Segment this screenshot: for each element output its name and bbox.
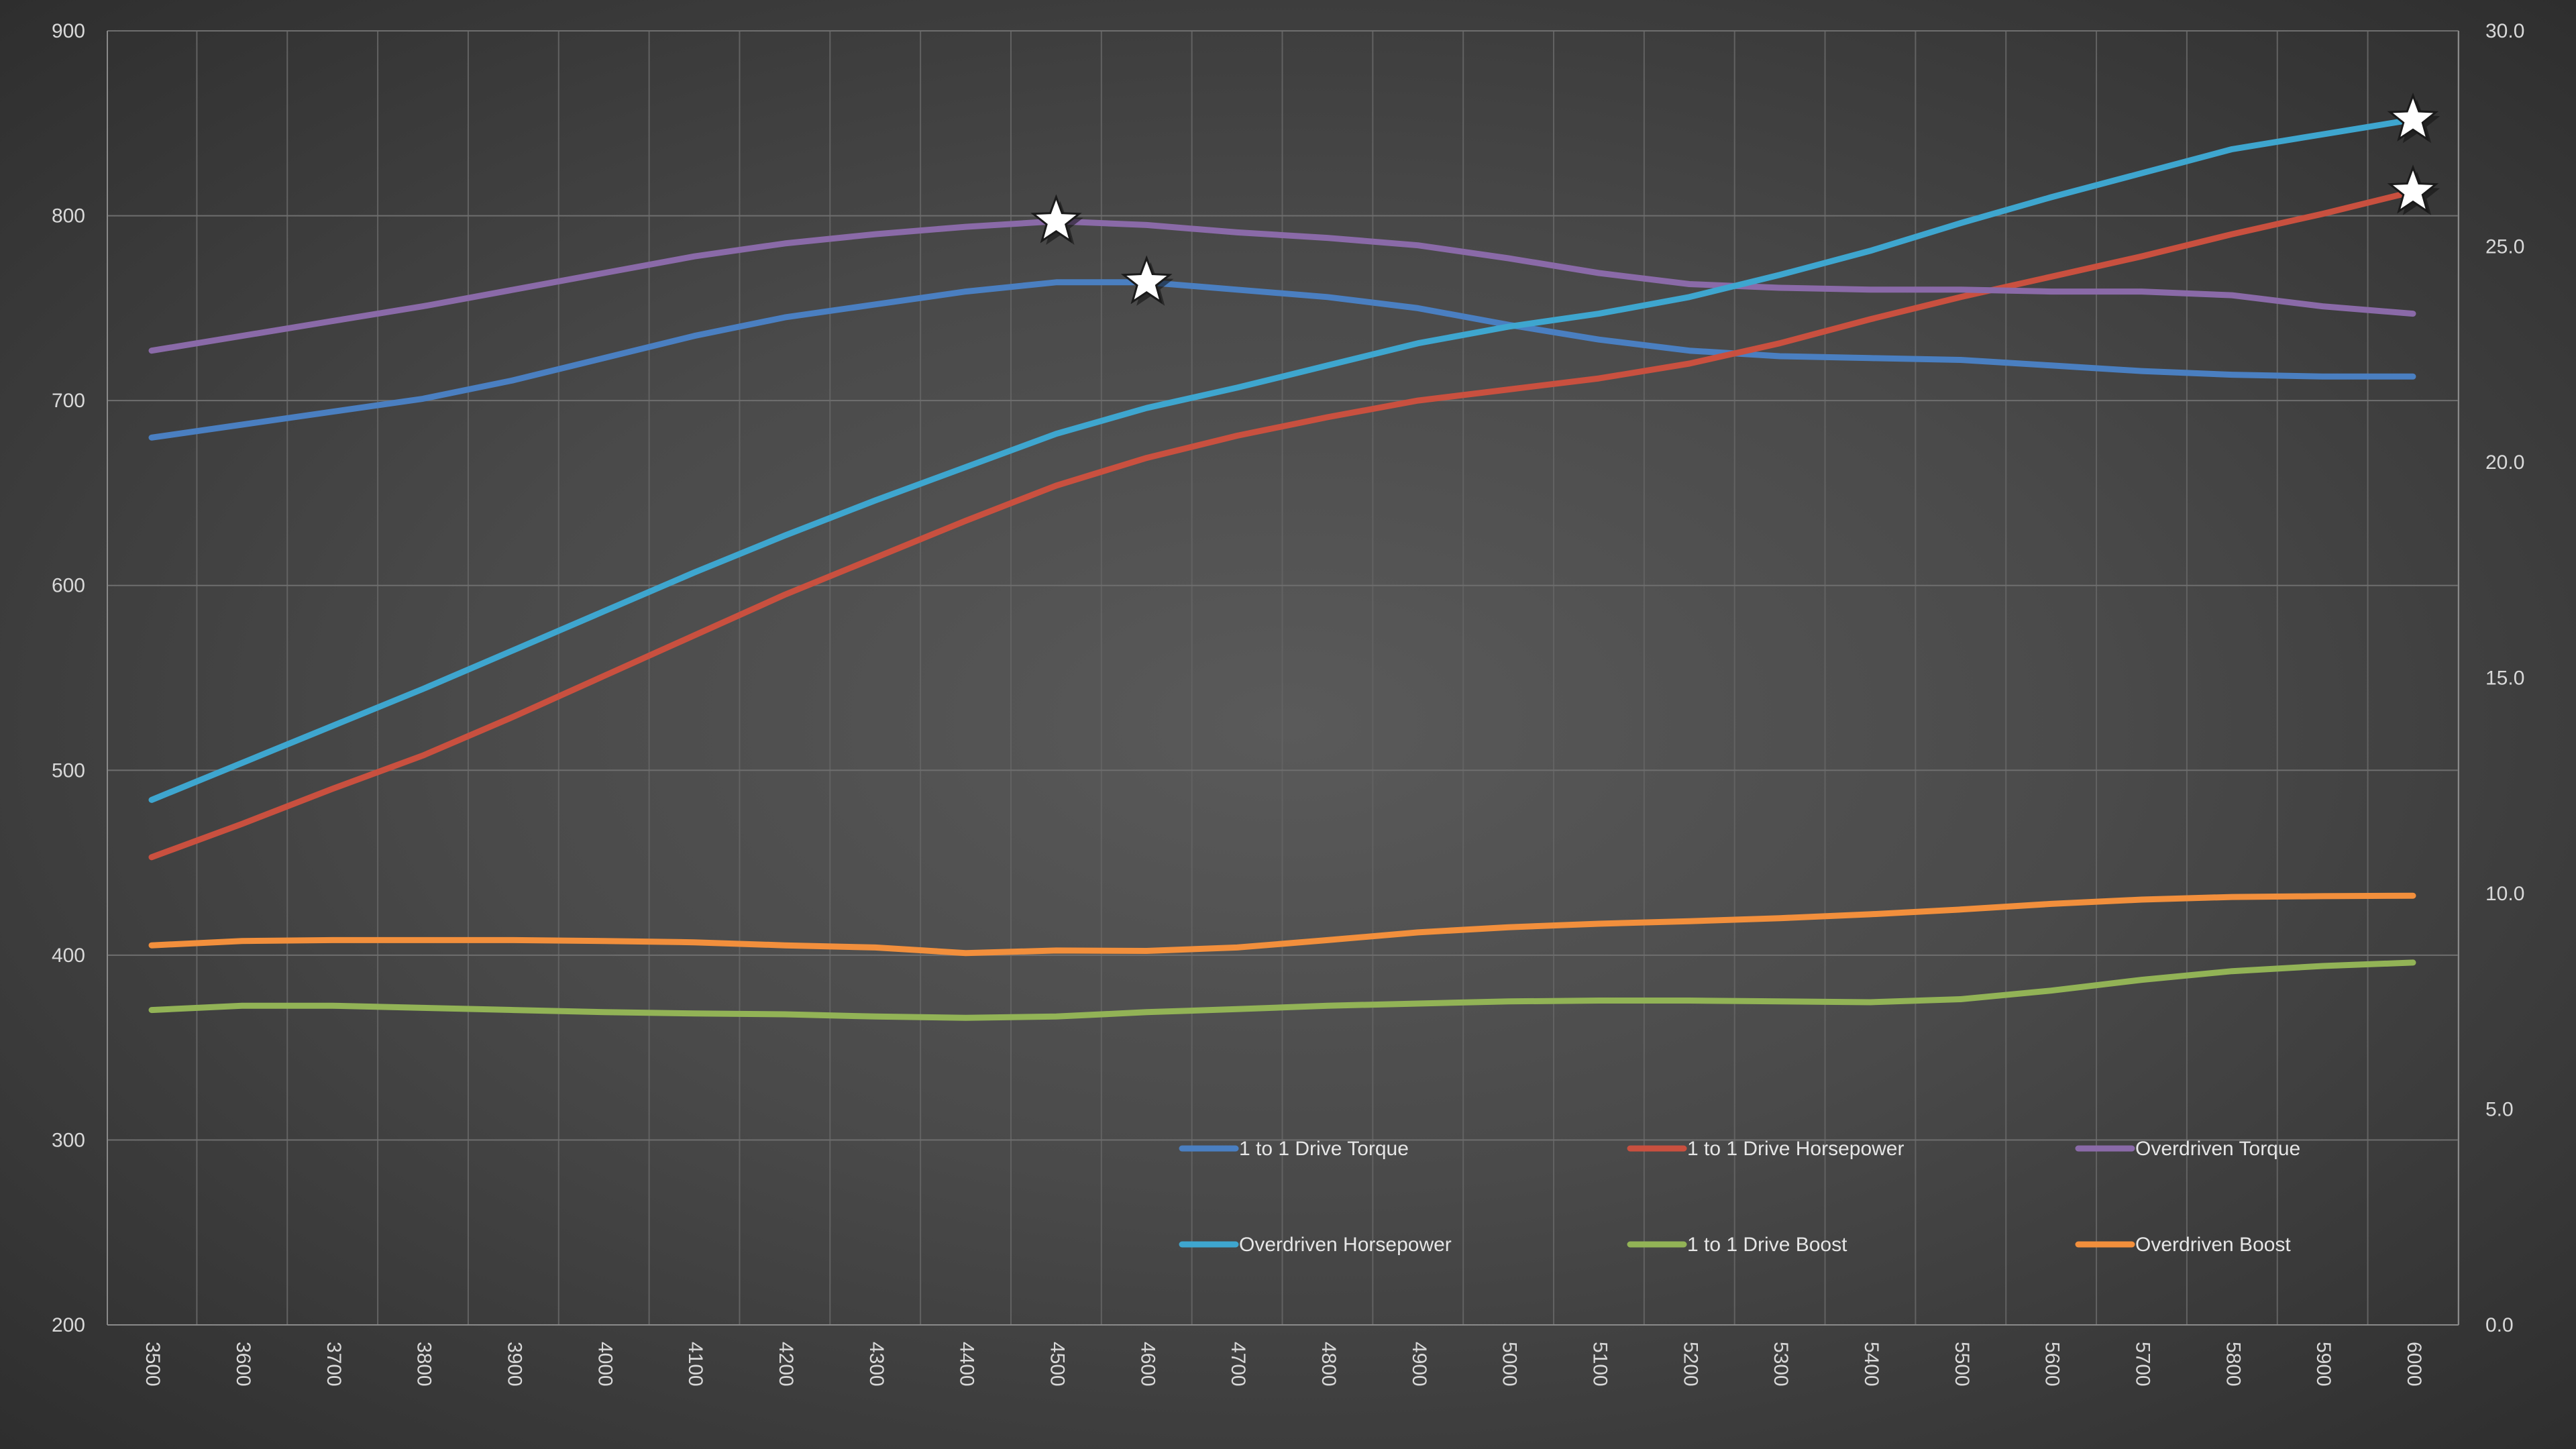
annotation-layer bbox=[1030, 92, 2440, 306]
y-axis-tick-label: 800 bbox=[52, 205, 85, 227]
series-line-1-to-1-drive-horsepower bbox=[148, 189, 2416, 861]
x-axis-tick-label: 6000 bbox=[2403, 1342, 2425, 1387]
x-axis-tick-label: 4800 bbox=[1318, 1342, 1340, 1387]
legend-label: Overdriven Boost bbox=[2135, 1234, 2291, 1256]
y-axis-tick-label: 200 bbox=[52, 1314, 85, 1336]
series-line-overdriven-torque bbox=[148, 218, 2416, 354]
x-axis-tick-label: 3600 bbox=[232, 1342, 254, 1387]
series-line-overdriven-horsepower bbox=[148, 116, 2416, 803]
y-axis-tick-label: 500 bbox=[52, 759, 85, 782]
legend-label: Overdriven Torque bbox=[2135, 1138, 2300, 1160]
x-axis-tick-label: 4100 bbox=[684, 1342, 706, 1387]
legend-label: 1 to 1 Drive Torque bbox=[1239, 1138, 1409, 1160]
series-line-1-to-1-drive-torque bbox=[148, 279, 2416, 441]
x-axis-tick-label: 5700 bbox=[2132, 1342, 2154, 1387]
series-line-overdriven-boost bbox=[148, 892, 2416, 957]
x-axis-tick-label: 4200 bbox=[775, 1342, 797, 1387]
x-axis-tick-label: 4400 bbox=[956, 1342, 978, 1387]
y2-axis-tick-label: 5.0 bbox=[2485, 1099, 2514, 1121]
axes-layer: 200 300 400 500 600 700 800 900 0.0 5.0 10.0 15.0 20… bbox=[52, 20, 2524, 1387]
star-marker-icon bbox=[1120, 255, 1173, 305]
y-axis-tick-label: 600 bbox=[52, 575, 85, 597]
x-axis-tick-label: 5400 bbox=[1860, 1342, 1882, 1387]
x-axis-tick-label: 5000 bbox=[1499, 1342, 1521, 1387]
x-axis-tick-label: 3700 bbox=[323, 1342, 345, 1387]
x-axis-tick-label: 5100 bbox=[1589, 1342, 1611, 1387]
legend-label: 1 to 1 Drive Boost bbox=[1687, 1234, 1847, 1256]
x-axis-tick-label: 3900 bbox=[503, 1342, 525, 1387]
y-axis-tick-label: 900 bbox=[52, 20, 85, 42]
x-axis-tick-label: 4500 bbox=[1046, 1342, 1068, 1387]
x-axis-tick-label: 3800 bbox=[413, 1342, 435, 1387]
x-axis-tick-label: 5900 bbox=[2312, 1342, 2334, 1387]
y2-axis-tick-label: 25.0 bbox=[2485, 236, 2524, 258]
legend-label: 1 to 1 Drive Horsepower bbox=[1687, 1138, 1904, 1160]
x-axis-tick-label: 5800 bbox=[2222, 1342, 2244, 1387]
x-axis-tick-label: 5600 bbox=[2041, 1342, 2063, 1387]
x-axis-tick-label: 5300 bbox=[1770, 1342, 1792, 1387]
series-line-1-to-1-drive-boost bbox=[148, 959, 2416, 1021]
y-axis-tick-label: 700 bbox=[52, 390, 85, 412]
y-axis-tick-label: 300 bbox=[52, 1129, 85, 1151]
x-axis-tick-label: 4700 bbox=[1227, 1342, 1249, 1387]
x-axis-tick-label: 5500 bbox=[1951, 1342, 1973, 1387]
y2-axis-tick-label: 15.0 bbox=[2485, 667, 2524, 690]
x-axis-tick-label: 5200 bbox=[1679, 1342, 1701, 1387]
x-axis-tick-label: 4000 bbox=[594, 1342, 616, 1387]
star-marker-icon bbox=[2387, 92, 2439, 142]
legend-label: Overdriven Horsepower bbox=[1239, 1234, 1452, 1256]
chart-legend: 1 to 1 Drive Torque 1 to 1 Drive Horsepow… bbox=[1179, 1138, 2300, 1256]
star-marker-icon bbox=[2387, 164, 2439, 214]
y2-axis-tick-label: 10.0 bbox=[2485, 883, 2524, 905]
star-marker-icon bbox=[1030, 194, 1082, 244]
x-axis-tick-label: 4300 bbox=[865, 1342, 888, 1387]
y2-axis-tick-label: 30.0 bbox=[2485, 20, 2524, 42]
x-axis-tick-label: 3500 bbox=[142, 1342, 164, 1387]
x-axis-tick-label: 4900 bbox=[1408, 1342, 1430, 1387]
y2-axis-tick-label: 0.0 bbox=[2485, 1314, 2514, 1336]
y2-axis-tick-label: 20.0 bbox=[2485, 451, 2524, 474]
series-layer bbox=[148, 116, 2416, 1021]
x-axis-tick-label: 4600 bbox=[1136, 1342, 1159, 1387]
y-axis-tick-label: 400 bbox=[52, 945, 85, 967]
grid-layer bbox=[107, 30, 2459, 1326]
